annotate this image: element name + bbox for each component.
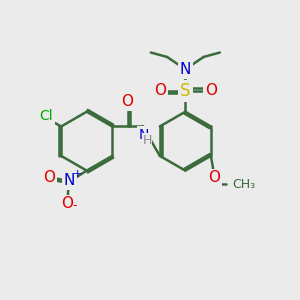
Text: H: H	[142, 134, 152, 147]
Text: Cl: Cl	[40, 109, 53, 123]
Text: S: S	[180, 82, 190, 100]
Text: O: O	[43, 170, 55, 185]
Text: CH₃: CH₃	[232, 178, 255, 191]
Text: N: N	[138, 128, 148, 142]
Text: O: O	[208, 170, 220, 185]
Text: O: O	[205, 83, 217, 98]
Text: +: +	[73, 169, 82, 178]
Text: N: N	[180, 62, 191, 77]
Text: O: O	[154, 83, 166, 98]
Text: O: O	[122, 94, 134, 109]
Text: N: N	[63, 173, 75, 188]
Text: -: -	[72, 199, 76, 212]
Text: O: O	[61, 196, 74, 211]
